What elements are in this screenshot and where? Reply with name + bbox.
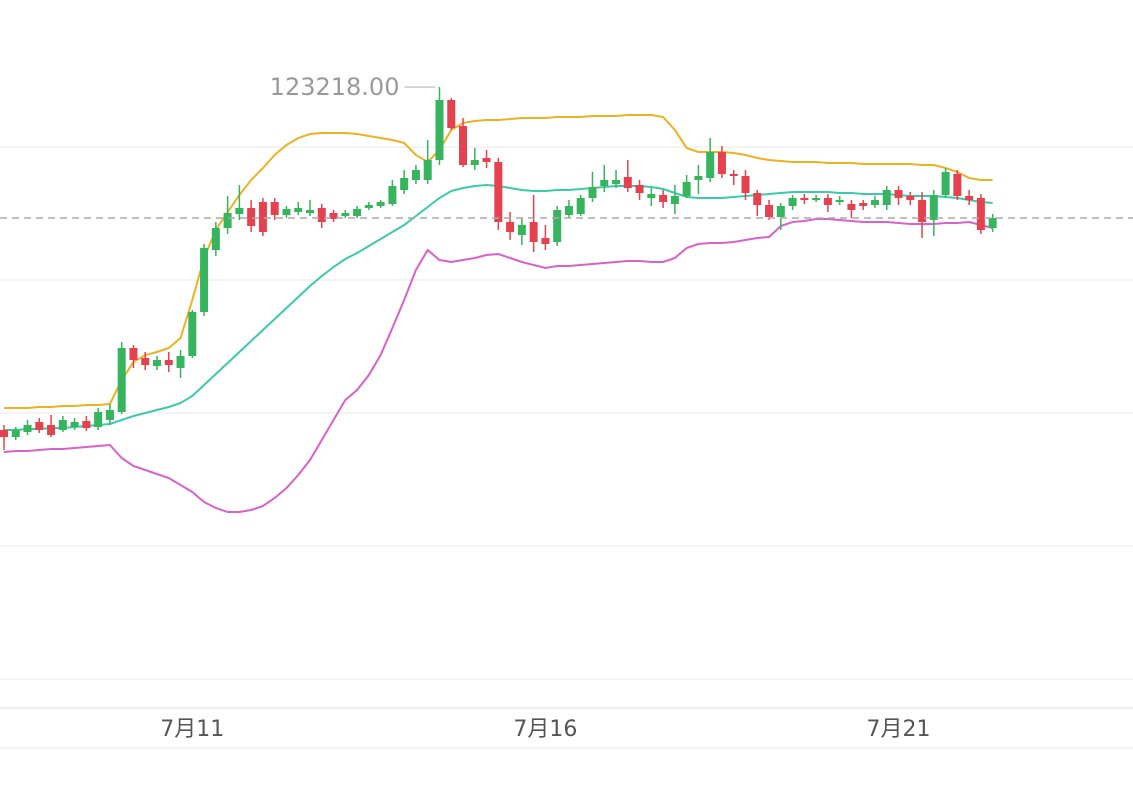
x-tick-label: 7月11 [160,717,224,742]
candle-body [35,422,44,430]
candle-body [470,160,479,165]
candle-body [270,202,279,215]
candle-body [976,198,985,230]
band-line [3,218,993,513]
band-line [3,114,993,409]
candle-body [670,196,679,204]
candle-body [376,202,385,206]
candle-body [800,198,809,200]
candle-body [600,180,609,186]
candle-body [729,174,738,176]
candle-body [94,412,103,427]
candle-body [870,200,879,205]
candle-body [70,422,79,427]
candle-body [647,194,656,198]
candle-body [23,425,32,432]
candle-body [353,209,362,216]
candle-body [494,162,503,222]
candle-body [47,425,56,435]
candle-body [741,176,750,193]
candle-body [388,186,397,204]
candle-body [823,198,832,205]
candle-body [235,208,244,214]
candle-body [906,196,915,200]
candle-body [247,208,256,226]
candle-body [765,205,774,217]
candle-body [529,222,538,242]
candle-body [941,172,950,195]
candle-body [317,208,326,222]
candle-body [282,209,291,215]
candle-body [11,430,20,437]
candle-body [223,213,232,228]
candle-body [564,206,573,215]
candle-body [506,222,515,232]
candle-body [706,152,715,178]
candle-body [105,410,114,420]
candle-body [635,185,644,193]
candle-body [929,195,938,220]
candle-body [58,420,67,430]
candle-body [459,126,468,165]
candle-body [294,208,303,212]
candle-body [859,203,868,206]
candle-body [306,210,315,213]
candle-body [0,430,8,437]
x-tick-label: 7月16 [513,717,577,742]
candle-body [141,358,150,365]
candle-body [835,200,844,202]
candle-body [82,421,91,428]
high-label: 123218.00 [270,73,400,101]
candle-body [576,198,585,214]
candle-body [788,198,797,206]
candle-body [753,193,762,205]
candle-body [776,206,785,217]
candle-body [329,213,338,219]
candle-body [423,160,432,180]
candle-body [847,204,856,210]
candle-body [717,152,726,174]
candle-body [364,205,373,208]
candle-body [164,360,173,365]
candle-body [482,158,491,162]
candle-body [411,170,420,180]
candle-body [200,248,209,312]
candle-body [623,177,632,188]
candle-body [211,228,220,250]
candle-body [152,360,161,366]
candle-body [812,198,821,200]
candle-body [588,187,597,198]
candle-body [918,200,927,222]
candle-body [129,348,138,360]
candle-body [988,218,997,228]
candle-body [447,100,456,128]
candle-body [176,356,185,368]
candle-body [953,174,962,196]
candle-body [882,190,891,205]
candle-body [435,100,444,160]
candle-body [117,348,126,412]
candle-body [659,195,668,202]
candle-body [541,238,550,244]
candle-body [341,213,350,216]
candle-body [965,196,974,200]
candle-body [553,210,562,242]
candle-body [517,225,526,235]
candle-body [400,178,409,190]
x-tick-label: 7月21 [867,717,931,742]
candle-body [894,190,903,198]
candle-body [682,182,691,196]
candle-body [188,312,197,356]
candle-body [694,176,703,180]
candle-body [258,202,267,232]
candle-body [612,180,621,184]
